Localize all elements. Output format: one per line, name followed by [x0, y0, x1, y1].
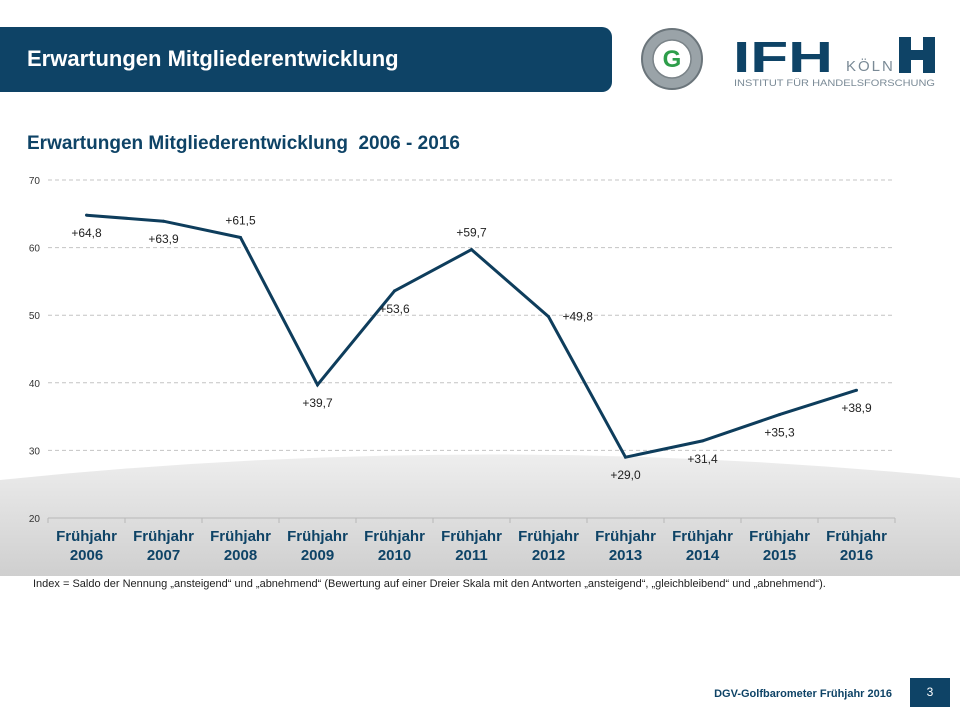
- data-point: [624, 455, 627, 459]
- x-tick-label: Frühjahr 2013: [595, 528, 656, 564]
- footnote: Index = Saldo der Nennung „ansteigend“ u…: [33, 578, 826, 590]
- svg-text:INSTITUT FÜR HANDELSFORSCHUNG: INSTITUT FÜR HANDELSFORSCHUNG: [734, 78, 935, 89]
- x-tick-label: Frühjahr 2008: [210, 528, 271, 564]
- data-label: +63,9: [148, 232, 179, 246]
- chart-title: Erwartungen Mitgliederentwicklung 2006 -…: [27, 133, 460, 154]
- x-tick-label: Frühjahr 2011: [441, 528, 502, 564]
- x-tick-label: Frühjahr 2012: [518, 528, 579, 564]
- y-tick-label: 20: [29, 514, 41, 525]
- y-tick-label: 50: [29, 311, 41, 322]
- data-label: +38,9: [841, 401, 872, 415]
- y-tick-label: 60: [29, 244, 41, 255]
- data-label: +31,4: [687, 452, 718, 466]
- x-tick-label: Frühjahr 2007: [133, 528, 194, 564]
- background-swoosh: [0, 454, 960, 576]
- ifh-logo: IFH KÖLN INSTITUT FÜR HANDELSFORSCHUNG: [733, 37, 935, 89]
- y-tick-label: 30: [29, 446, 41, 457]
- data-label: +64,8: [71, 226, 102, 240]
- data-point: [547, 315, 550, 319]
- footer-text: DGV-Golfbarometer Frühjahr 2016: [714, 688, 892, 700]
- data-point: [470, 248, 473, 252]
- svg-text:KÖLN: KÖLN: [846, 57, 895, 75]
- data-point: [778, 413, 781, 417]
- page-title: Erwartungen Mitgliederentwicklung: [27, 46, 399, 71]
- header-bar: [0, 27, 612, 92]
- dgv-logo: G: [641, 28, 703, 90]
- page-number: 3: [910, 678, 950, 707]
- data-point: [855, 388, 858, 392]
- data-label: +53,6: [379, 302, 410, 316]
- svg-text:G: G: [663, 46, 682, 73]
- data-label: +61,5: [225, 213, 256, 227]
- data-point: [239, 235, 242, 239]
- data-point: [85, 213, 88, 217]
- data-label: +39,7: [302, 396, 333, 410]
- x-tick-label: Frühjahr 2006: [56, 528, 117, 564]
- data-point: [316, 383, 319, 387]
- x-tick-label: Frühjahr 2015: [749, 528, 810, 564]
- line-chart: 20 30 40 50 60 70 +64,8 +63,9 +61,5 +39,7 +53,6 +5…: [0, 176, 960, 576]
- data-point: [393, 289, 396, 293]
- series-line: [86, 213, 857, 459]
- x-tick-label: Frühjahr 2016: [826, 528, 887, 564]
- data-point: [701, 439, 704, 443]
- x-tick-label: Frühjahr 2010: [364, 528, 425, 564]
- y-tick-label: 40: [29, 379, 41, 390]
- y-tick-label: 70: [29, 176, 41, 187]
- svg-text:IFH: IFH: [733, 37, 833, 82]
- x-tick-label: Frühjahr 2009: [287, 528, 348, 564]
- x-tick-label: Frühjahr 2014: [672, 528, 733, 564]
- data-point: [162, 219, 165, 223]
- data-label: +35,3: [764, 426, 795, 440]
- data-label: +49,8: [563, 310, 594, 324]
- data-label: +59,7: [456, 226, 487, 240]
- data-label: +29,0: [610, 468, 641, 482]
